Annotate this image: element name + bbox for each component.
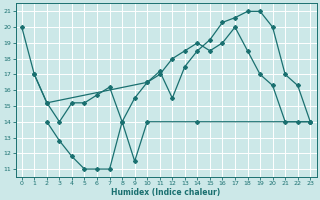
X-axis label: Humidex (Indice chaleur): Humidex (Indice chaleur)	[111, 188, 221, 197]
